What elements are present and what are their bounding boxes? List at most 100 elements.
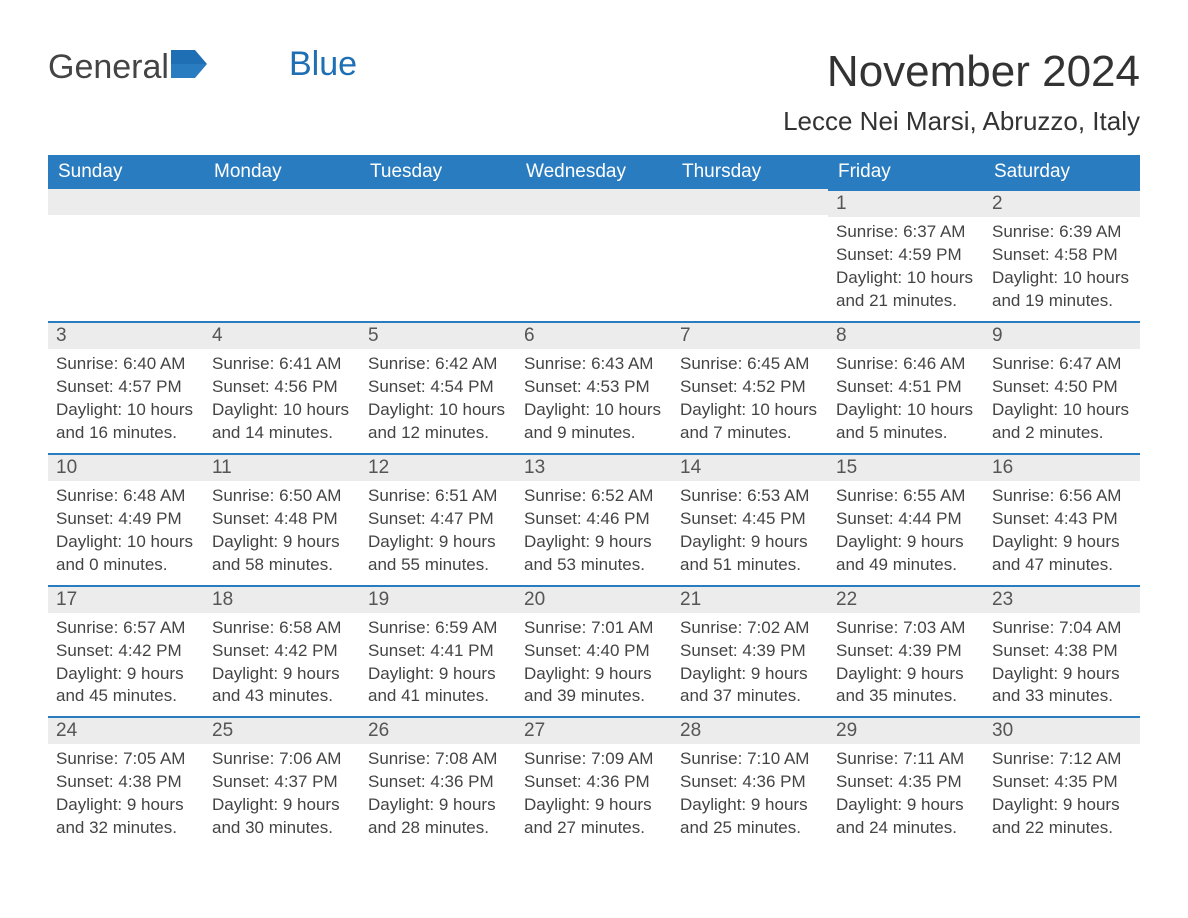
day-header: Thursday	[672, 155, 828, 189]
day-number: 28	[672, 716, 828, 744]
day-details: Sunrise: 6:51 AMSunset: 4:47 PMDaylight:…	[360, 481, 516, 585]
day-number: 3	[48, 321, 204, 349]
sunrise-text: Sunrise: 6:56 AM	[992, 485, 1132, 508]
sunrise-text: Sunrise: 7:05 AM	[56, 748, 196, 771]
day-number: 19	[360, 585, 516, 613]
location-subtitle: Lecce Nei Marsi, Abruzzo, Italy	[783, 106, 1140, 137]
calendar-day-cell: 15Sunrise: 6:55 AMSunset: 4:44 PMDayligh…	[828, 453, 984, 585]
calendar-day-cell: 26Sunrise: 7:08 AMSunset: 4:36 PMDayligh…	[360, 716, 516, 848]
day-number: 27	[516, 716, 672, 744]
calendar-day-cell: 22Sunrise: 7:03 AMSunset: 4:39 PMDayligh…	[828, 585, 984, 717]
logo-text-general: General	[48, 48, 169, 87]
daylight-text: Daylight: 9 hours and 33 minutes.	[992, 663, 1132, 709]
sunset-text: Sunset: 4:42 PM	[212, 640, 352, 663]
day-number: 17	[48, 585, 204, 613]
day-number: 14	[672, 453, 828, 481]
calendar-day-cell: 20Sunrise: 7:01 AMSunset: 4:40 PMDayligh…	[516, 585, 672, 717]
day-details: Sunrise: 6:52 AMSunset: 4:46 PMDaylight:…	[516, 481, 672, 585]
day-details: Sunrise: 7:10 AMSunset: 4:36 PMDaylight:…	[672, 744, 828, 848]
day-number: 20	[516, 585, 672, 613]
sunrise-text: Sunrise: 7:08 AM	[368, 748, 508, 771]
daylight-text: Daylight: 10 hours and 5 minutes.	[836, 399, 976, 445]
sunset-text: Sunset: 4:40 PM	[524, 640, 664, 663]
calendar-week-row: 10Sunrise: 6:48 AMSunset: 4:49 PMDayligh…	[48, 453, 1140, 585]
day-details: Sunrise: 6:47 AMSunset: 4:50 PMDaylight:…	[984, 349, 1140, 453]
day-details: Sunrise: 7:09 AMSunset: 4:36 PMDaylight:…	[516, 744, 672, 848]
sunset-text: Sunset: 4:41 PM	[368, 640, 508, 663]
sunrise-text: Sunrise: 6:58 AM	[212, 617, 352, 640]
calendar-day-cell: 16Sunrise: 6:56 AMSunset: 4:43 PMDayligh…	[984, 453, 1140, 585]
calendar-day-cell: 1Sunrise: 6:37 AMSunset: 4:59 PMDaylight…	[828, 189, 984, 321]
daylight-text: Daylight: 9 hours and 47 minutes.	[992, 531, 1132, 577]
sunrise-text: Sunrise: 7:12 AM	[992, 748, 1132, 771]
sunrise-text: Sunrise: 7:02 AM	[680, 617, 820, 640]
sunrise-text: Sunrise: 6:43 AM	[524, 353, 664, 376]
sunrise-text: Sunrise: 6:39 AM	[992, 221, 1132, 244]
day-number: 21	[672, 585, 828, 613]
daylight-text: Daylight: 9 hours and 49 minutes.	[836, 531, 976, 577]
calendar-day-cell: 10Sunrise: 6:48 AMSunset: 4:49 PMDayligh…	[48, 453, 204, 585]
day-number: 23	[984, 585, 1140, 613]
calendar-day-cell: 12Sunrise: 6:51 AMSunset: 4:47 PMDayligh…	[360, 453, 516, 585]
calendar-day-cell: 7Sunrise: 6:45 AMSunset: 4:52 PMDaylight…	[672, 321, 828, 453]
sunset-text: Sunset: 4:43 PM	[992, 508, 1132, 531]
day-details: Sunrise: 6:39 AMSunset: 4:58 PMDaylight:…	[984, 217, 1140, 321]
daylight-text: Daylight: 9 hours and 43 minutes.	[212, 663, 352, 709]
day-number: 1	[828, 189, 984, 217]
header: General Blue November 2024 Lecce Nei Mar…	[48, 48, 1140, 137]
sunrise-text: Sunrise: 6:46 AM	[836, 353, 976, 376]
daylight-text: Daylight: 10 hours and 0 minutes.	[56, 531, 196, 577]
sunset-text: Sunset: 4:35 PM	[992, 771, 1132, 794]
day-number: 5	[360, 321, 516, 349]
calendar-day-cell	[516, 189, 672, 321]
sunset-text: Sunset: 4:38 PM	[992, 640, 1132, 663]
sunset-text: Sunset: 4:39 PM	[680, 640, 820, 663]
calendar-day-cell: 2Sunrise: 6:39 AMSunset: 4:58 PMDaylight…	[984, 189, 1140, 321]
day-details: Sunrise: 6:40 AMSunset: 4:57 PMDaylight:…	[48, 349, 204, 453]
calendar-day-cell	[48, 189, 204, 321]
calendar-day-cell: 29Sunrise: 7:11 AMSunset: 4:35 PMDayligh…	[828, 716, 984, 848]
calendar-week-row: 3Sunrise: 6:40 AMSunset: 4:57 PMDaylight…	[48, 321, 1140, 453]
sunset-text: Sunset: 4:44 PM	[836, 508, 976, 531]
sunrise-text: Sunrise: 7:09 AM	[524, 748, 664, 771]
day-details: Sunrise: 7:02 AMSunset: 4:39 PMDaylight:…	[672, 613, 828, 717]
sunrise-text: Sunrise: 7:11 AM	[836, 748, 976, 771]
day-number: 9	[984, 321, 1140, 349]
sunset-text: Sunset: 4:52 PM	[680, 376, 820, 399]
day-details: Sunrise: 7:01 AMSunset: 4:40 PMDaylight:…	[516, 613, 672, 717]
day-header: Wednesday	[516, 155, 672, 189]
day-details: Sunrise: 6:42 AMSunset: 4:54 PMDaylight:…	[360, 349, 516, 453]
day-details: Sunrise: 7:03 AMSunset: 4:39 PMDaylight:…	[828, 613, 984, 717]
day-details: Sunrise: 6:58 AMSunset: 4:42 PMDaylight:…	[204, 613, 360, 717]
sunrise-text: Sunrise: 7:04 AM	[992, 617, 1132, 640]
sunset-text: Sunset: 4:45 PM	[680, 508, 820, 531]
day-number: 6	[516, 321, 672, 349]
sunset-text: Sunset: 4:35 PM	[836, 771, 976, 794]
calendar-day-cell: 30Sunrise: 7:12 AMSunset: 4:35 PMDayligh…	[984, 716, 1140, 848]
daylight-text: Daylight: 10 hours and 21 minutes.	[836, 267, 976, 313]
daylight-text: Daylight: 10 hours and 16 minutes.	[56, 399, 196, 445]
day-details: Sunrise: 6:43 AMSunset: 4:53 PMDaylight:…	[516, 349, 672, 453]
daylight-text: Daylight: 9 hours and 25 minutes.	[680, 794, 820, 840]
day-details: Sunrise: 6:56 AMSunset: 4:43 PMDaylight:…	[984, 481, 1140, 585]
daylight-text: Daylight: 9 hours and 32 minutes.	[56, 794, 196, 840]
calendar-day-cell: 13Sunrise: 6:52 AMSunset: 4:46 PMDayligh…	[516, 453, 672, 585]
calendar-day-cell: 11Sunrise: 6:50 AMSunset: 4:48 PMDayligh…	[204, 453, 360, 585]
day-number: 18	[204, 585, 360, 613]
sunset-text: Sunset: 4:47 PM	[368, 508, 508, 531]
sunset-text: Sunset: 4:50 PM	[992, 376, 1132, 399]
sunset-text: Sunset: 4:56 PM	[212, 376, 352, 399]
sunset-text: Sunset: 4:49 PM	[56, 508, 196, 531]
sunrise-text: Sunrise: 6:45 AM	[680, 353, 820, 376]
sunrise-text: Sunrise: 6:48 AM	[56, 485, 196, 508]
day-number: 12	[360, 453, 516, 481]
calendar-day-cell	[360, 189, 516, 321]
logo: General Blue	[48, 48, 357, 87]
day-details: Sunrise: 7:06 AMSunset: 4:37 PMDaylight:…	[204, 744, 360, 848]
daylight-text: Daylight: 9 hours and 37 minutes.	[680, 663, 820, 709]
sunset-text: Sunset: 4:54 PM	[368, 376, 508, 399]
calendar-day-cell: 3Sunrise: 6:40 AMSunset: 4:57 PMDaylight…	[48, 321, 204, 453]
day-number: 15	[828, 453, 984, 481]
sunset-text: Sunset: 4:38 PM	[56, 771, 196, 794]
calendar-day-cell: 9Sunrise: 6:47 AMSunset: 4:50 PMDaylight…	[984, 321, 1140, 453]
